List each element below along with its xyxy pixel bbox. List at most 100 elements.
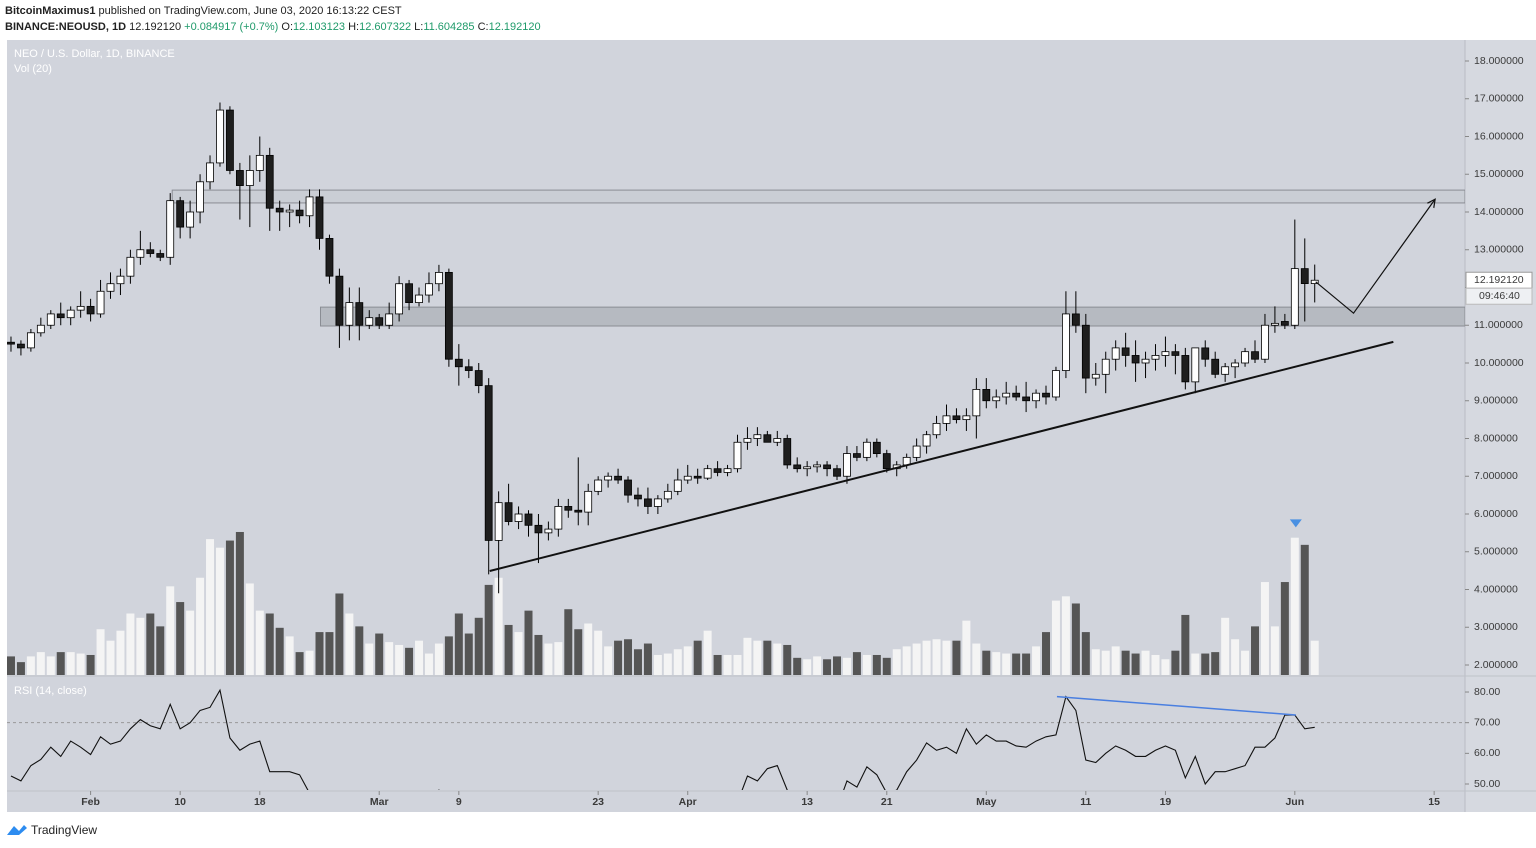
volume-bar: [962, 620, 971, 675]
volume-bar: [295, 652, 304, 675]
header: BitcoinMaximus1 published on TradingView…: [5, 3, 541, 35]
volume-bar: [405, 647, 414, 675]
ohlc-c-value: 12.192120: [488, 21, 541, 33]
candle-body: [1151, 355, 1160, 360]
candle-body: [255, 154, 264, 171]
volume-bar: [554, 642, 563, 675]
volume-bar: [1012, 653, 1021, 675]
candle-body: [982, 389, 991, 402]
y-tick-label: 7.000000: [1474, 470, 1518, 482]
volume-bar: [852, 652, 861, 675]
y-tick-label: 5.000000: [1474, 546, 1518, 558]
volume-bar: [842, 657, 851, 675]
volume-bar: [514, 632, 523, 675]
volume-bar: [693, 640, 702, 675]
volume-bar: [683, 646, 692, 675]
logo: [7, 825, 27, 835]
x-tick-label: 21: [881, 796, 893, 808]
volume-bar: [753, 640, 762, 675]
candle-body: [733, 441, 742, 470]
candle-body: [474, 370, 483, 387]
candle-body: [1211, 358, 1220, 375]
volume-bar: [793, 657, 802, 675]
x-tick-label: Feb: [81, 796, 100, 808]
candle-body: [992, 396, 1001, 402]
volume-bar: [385, 642, 394, 675]
volume-bar: [723, 654, 732, 675]
candle-body: [1022, 396, 1031, 402]
candle-body: [683, 475, 692, 481]
volume-bar: [235, 531, 244, 675]
volume-bar: [564, 609, 573, 675]
volume-bar: [245, 583, 254, 675]
candle-body: [703, 468, 712, 479]
volume-bar: [434, 643, 443, 675]
y-tick-label: 6.000000: [1474, 508, 1518, 520]
volume-bar: [315, 632, 324, 675]
volume-bar: [166, 586, 175, 675]
volume-bar: [1221, 617, 1230, 675]
y-tick-label: 4.000000: [1474, 583, 1518, 595]
candle-body: [783, 438, 792, 466]
volume-bar: [1171, 650, 1180, 675]
volume-bar: [544, 643, 553, 675]
candle-body: [972, 389, 981, 417]
quote-line: BINANCE:NEOUSD, 1D 12.192120 +0.084917 (…: [5, 19, 541, 35]
candle-body: [644, 498, 652, 507]
candle-body: [126, 256, 135, 277]
candle-body: [226, 109, 234, 171]
volume-bar: [1161, 659, 1170, 675]
candle-body: [136, 249, 145, 258]
candle-body: [156, 253, 165, 258]
candle-body: [673, 479, 682, 492]
volume-bar: [1042, 632, 1051, 675]
candle-body: [484, 385, 493, 541]
chart-title: NEO / U.S. Dollar, 1D, BINANCE: [14, 48, 175, 60]
author: BitcoinMaximus1: [5, 5, 96, 17]
volume-bar: [1002, 653, 1011, 675]
candle-body: [1221, 366, 1230, 375]
candle-body: [803, 466, 812, 470]
volume-bar: [1022, 653, 1031, 675]
candle-body: [813, 464, 822, 468]
countdown: 09:46:40: [1479, 290, 1520, 302]
y-tick-label: 8.000000: [1474, 432, 1518, 444]
rsi-divergence: [1056, 695, 1296, 716]
candle-body: [375, 317, 384, 326]
candle-body: [823, 464, 831, 470]
candle-body: [196, 181, 204, 213]
volume-bar: [56, 652, 65, 675]
candle-body: [66, 309, 75, 319]
candle-body: [793, 464, 802, 470]
candle-body: [882, 453, 891, 470]
rsi-pane: [7, 688, 1465, 790]
volume-bar: [176, 602, 185, 675]
candle-body: [176, 200, 185, 228]
volume-bar: [892, 649, 901, 675]
candle-body: [245, 170, 254, 186]
publish-line: BitcoinMaximus1 published on TradingView…: [5, 3, 541, 19]
volume-bar: [1091, 649, 1100, 675]
volume-bar: [633, 649, 642, 675]
candle-body: [106, 283, 115, 292]
candle-body: [763, 434, 772, 443]
x-tick-label: 18: [254, 796, 266, 808]
candle-body: [952, 415, 961, 421]
volume-bar: [1201, 653, 1210, 675]
volume-bar: [26, 656, 35, 675]
candle-body: [872, 441, 881, 454]
rsi-line: [10, 688, 1315, 790]
candle-body: [554, 506, 563, 530]
volume-bar: [285, 636, 294, 675]
volume-bar: [484, 584, 493, 675]
volume-bar: [1111, 646, 1120, 675]
price-axis-background: [1465, 40, 1536, 812]
y-tick-label: 17.000000: [1474, 93, 1524, 105]
candle-body: [1002, 392, 1011, 398]
candle-body: [265, 154, 274, 209]
candle-body: [1012, 392, 1021, 398]
volume-bar: [116, 630, 125, 675]
candle-body: [166, 200, 175, 258]
y-tick-label: 16.000000: [1474, 130, 1524, 142]
volume-bar: [922, 640, 931, 675]
